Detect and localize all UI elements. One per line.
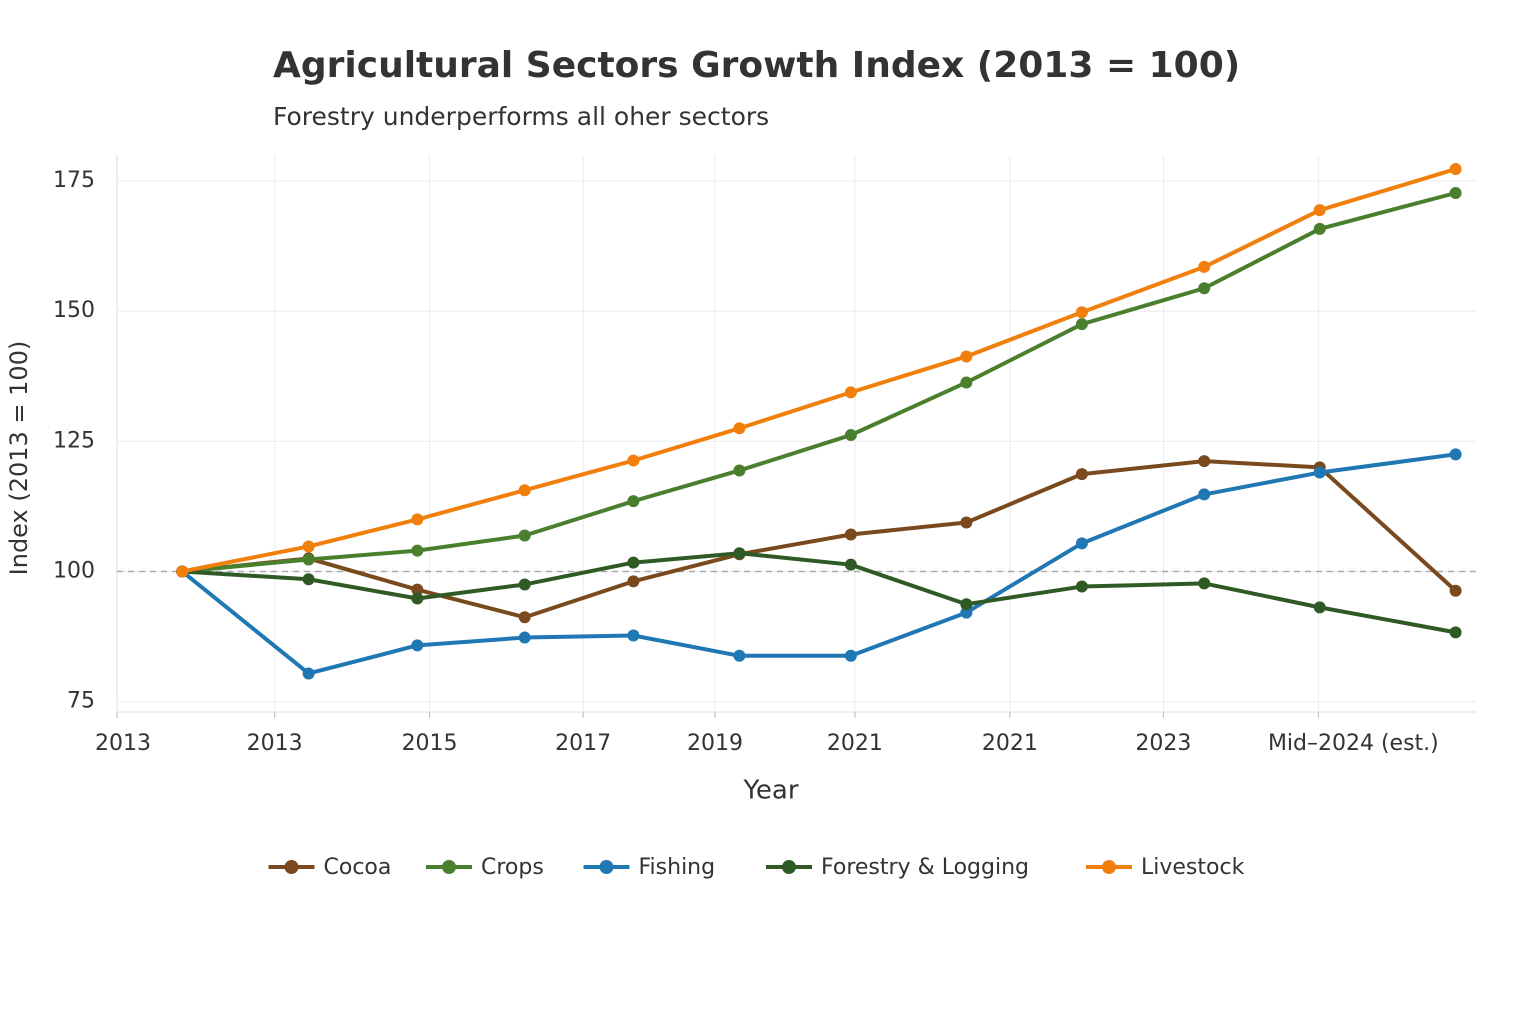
legend-marker [284,860,299,874]
legend-marker [599,860,614,874]
y-tick-label: 100 [53,558,95,583]
legend-label: Livestock [1141,855,1245,880]
data-point [844,429,857,442]
data-point [518,611,531,624]
data-point [844,528,857,541]
data-point [1075,580,1088,593]
data-point [1313,466,1326,479]
y-tick-label: 150 [53,298,95,323]
chart-subtitle: Forestry underperforms all oher sectors [273,102,769,131]
x-tick-label: 2021 [982,731,1038,756]
legend-label: Cocoa [324,855,392,880]
data-point [1075,537,1088,550]
data-point [627,556,640,569]
y-tick-label: 125 [53,428,95,453]
legend-label: Forestry & Logging [821,855,1029,880]
series-line [180,452,1456,676]
x-axis-label: Year [742,776,798,806]
data-point [627,495,640,508]
series-line [182,551,1456,635]
data-point [1075,306,1088,319]
data-point [1313,222,1326,235]
x-tick-label: 2017 [555,731,611,756]
data-point [411,592,424,605]
data-point [411,544,424,557]
x-tick-label: 2019 [687,731,743,756]
legend-label: Crops [481,855,544,880]
data-point [1198,260,1211,273]
x-tick-label: 2023 [1135,731,1191,756]
data-point [1313,204,1326,217]
data-point [1198,577,1211,590]
x-tick-label: 2013 [95,731,151,756]
x-tick-label: 2013 [247,731,303,756]
legend-label: Fishing [639,855,716,880]
data-point [518,631,531,644]
data-point [1198,282,1211,295]
legend-marker [1102,860,1116,874]
data-point [1075,318,1088,331]
chart-title: Agricultural Sectors Growth Index (2013 … [273,45,1240,86]
y-tick-label: 175 [53,168,95,193]
data-point [518,529,531,542]
data-point [518,484,531,497]
data-point [302,553,315,566]
data-point [844,558,857,571]
series-line [182,191,1457,574]
data-point [302,573,315,586]
data-point [733,547,746,560]
data-point [960,606,973,619]
data-point [733,649,746,662]
series-line [181,167,1457,574]
data-point [1198,488,1211,501]
x-tick-label: Mid–2024 (est.) [1268,731,1439,756]
data-point [960,598,973,611]
data-point [960,376,973,389]
data-point [627,454,640,467]
series-line [182,459,1457,620]
data-point [1449,163,1462,176]
data-point [1075,468,1088,481]
x-tick-label: 2015 [402,731,458,756]
legend-marker [782,860,796,874]
data-point [1449,187,1462,200]
data-point [844,649,857,662]
data-point [411,583,424,596]
data-point [1198,455,1211,468]
data-point [1449,584,1462,597]
data-point [302,667,315,680]
data-point [627,575,640,588]
y-tick-label: 75 [67,689,95,714]
data-point [411,513,424,526]
data-point [960,350,973,363]
x-tick-label: 2021 [827,731,883,756]
data-point [1449,626,1462,639]
data-point [733,464,746,477]
data-point [176,565,189,578]
data-point [733,422,746,435]
data-point [302,540,315,553]
y-axis-label: Index (2013 = 100) [5,341,33,576]
data-point [518,578,531,591]
data-point [960,516,973,529]
data-point [1313,601,1326,614]
data-point [627,629,640,642]
legend-marker [442,860,456,874]
data-point [411,639,424,652]
data-point [1449,448,1462,461]
data-point [844,386,857,399]
